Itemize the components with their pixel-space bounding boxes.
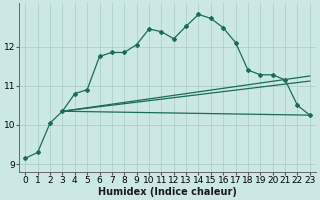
X-axis label: Humidex (Indice chaleur): Humidex (Indice chaleur) bbox=[98, 187, 237, 197]
